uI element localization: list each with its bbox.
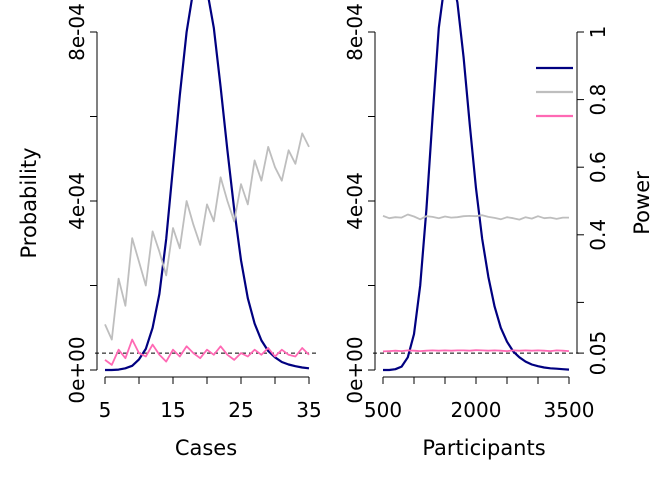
x-tick-label: 500 [364, 398, 402, 422]
probability-curve [105, 0, 310, 372]
x-tick-label: 3500 [544, 398, 595, 422]
probability-tick-label: 8e-04 [65, 3, 89, 61]
power-tick-label: 1 [586, 26, 610, 39]
x-tick-label: 2000 [451, 398, 502, 422]
right-x-axis-title: Participants [422, 436, 545, 460]
power-curve-grey [104, 132, 310, 341]
probability-tick-label: 8e-04 [343, 3, 367, 61]
legend [536, 66, 573, 118]
power-tick-label: 0.4 [586, 219, 610, 251]
x-tick-label: 5 [99, 398, 112, 422]
power-tick-label: 0.8 [586, 84, 610, 116]
right-power-axis: 0.05 0.4 0.6 0.8 1 [576, 26, 610, 376]
power-curve-pink [104, 338, 310, 366]
x-tick-label: 25 [228, 398, 253, 422]
left-x-axis-title: Cases [175, 436, 237, 460]
left-y-axis-title: Probability [17, 147, 41, 258]
left-panel: 0e+00 4e-04 8e-04 5 15 25 35 Probability Case… [17, 0, 322, 460]
x-tick-label: 15 [160, 398, 185, 422]
power-tick-label: 0.6 [586, 151, 610, 183]
probability-curve [383, 0, 570, 372]
probability-tick-label: 0e+00 [343, 336, 367, 403]
probability-tick-label: 4e-04 [343, 172, 367, 230]
power-axis-title: Power [630, 171, 654, 235]
probability-tick-label: 0e+00 [65, 336, 89, 403]
x-tick-label: 35 [296, 398, 321, 422]
power-curve-pink [382, 349, 570, 353]
probability-tick-label: 4e-04 [65, 172, 89, 230]
right-probability-axis: 0e+00 4e-04 8e-04 [343, 3, 376, 404]
left-series-group [104, 0, 310, 372]
right-x-axis: 500 2000 3500 [364, 376, 595, 422]
right-series-group [382, 0, 570, 372]
power-curve-grey [382, 213, 569, 221]
power-tick-label: 0.05 [586, 331, 610, 376]
left-probability-axis: 0e+00 4e-04 8e-04 [65, 3, 98, 404]
left-x-axis: 5 15 25 35 [99, 376, 322, 422]
